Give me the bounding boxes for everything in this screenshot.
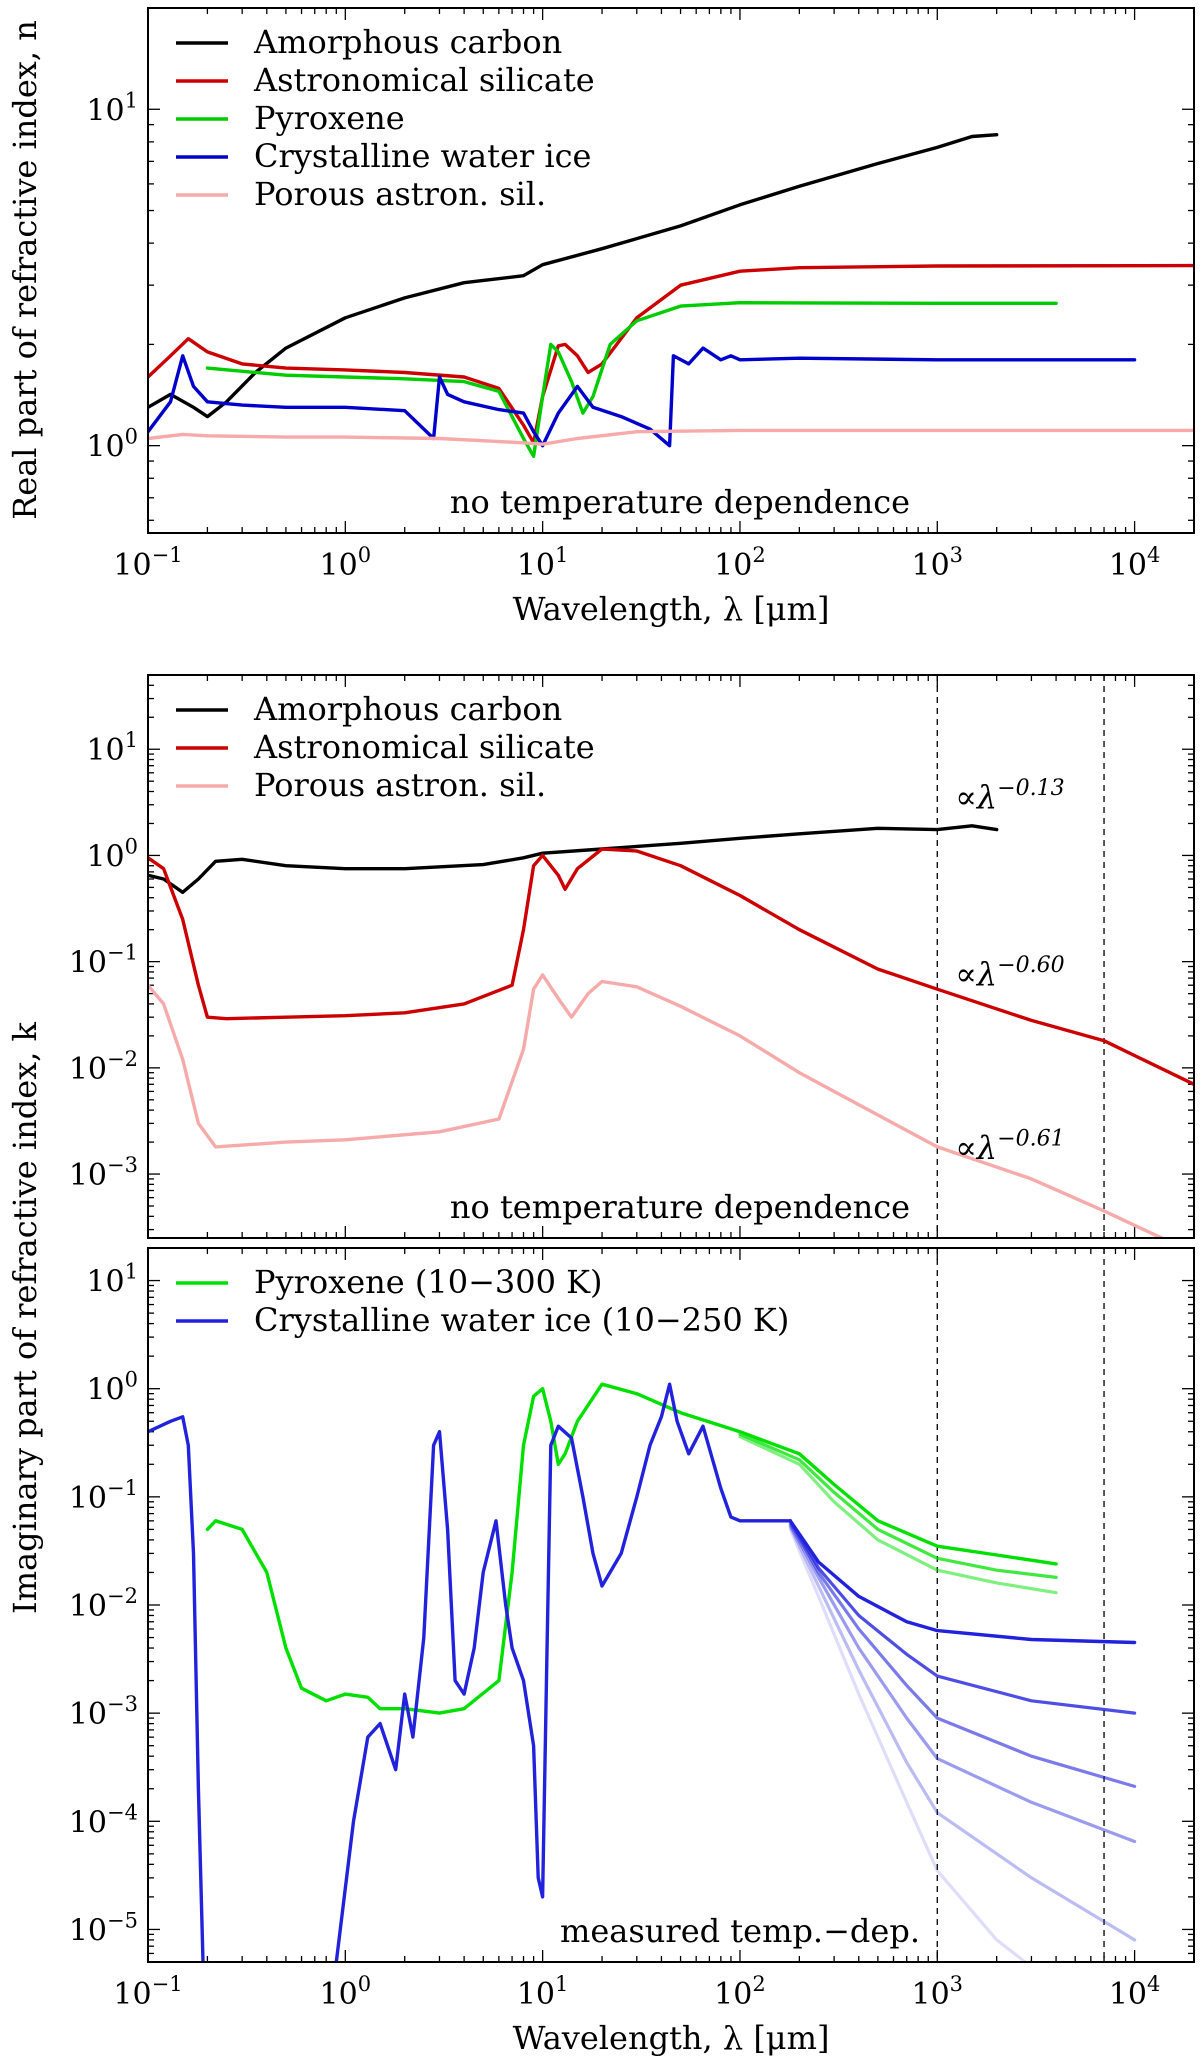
plot-frame [147, 7, 1195, 534]
x-tick-label: 102 [714, 1972, 766, 2012]
y-tick-label: 10−4 [69, 1800, 138, 1840]
temperature-curve-pyroxene [738, 1432, 1058, 1579]
y-tick-label: 101 [86, 728, 138, 768]
x-tick-label: 103 [911, 543, 963, 583]
temperature-curve-pyroxene [738, 1435, 1058, 1595]
legend-label: Astronomical silicate [253, 61, 595, 99]
slope-label: ∝λ−0.60 [955, 953, 1064, 993]
series-line-astronomical-silicate [148, 847, 1194, 1086]
x-tick-label: 104 [1109, 1972, 1161, 2012]
temperature-curve-crystalline-water-ice [788, 1525, 1137, 1942]
series-line-pyroxene-10-300-k- [205, 1382, 1058, 1715]
series-line-crystalline-water-ice-10-250-k- [148, 1415, 205, 1962]
y-tick-label: 100 [86, 425, 138, 465]
annotation-text: measured temp.−dep. [560, 1912, 920, 1950]
x-tick-label: 101 [517, 543, 569, 583]
legend-label: Astronomical silicate [253, 728, 595, 766]
temperature-curve-crystalline-water-ice [788, 1523, 1137, 1844]
legend-label: Crystalline water ice [254, 137, 591, 175]
y-axis-title-real: Real part of refractive index, n [6, 20, 44, 520]
slope-label: ∝λ−0.61 [955, 1127, 1064, 1167]
x-axis-title: Wavelength, λ [μm] [513, 2019, 830, 2056]
panel-bottom: 10−1 100 101 102 103 104 10−5 10−4 10−3 10−2 10−1 1… [69, 1247, 1195, 2056]
y-tick-label: 10−5 [69, 1908, 138, 1948]
legend-label: Amorphous carbon [253, 23, 562, 61]
x-tick-label: 100 [320, 1972, 372, 2012]
plot-frame [147, 674, 1195, 1239]
annotation-text: no temperature dependence [450, 1188, 910, 1226]
temperature-curve-crystalline-water-ice [788, 1520, 1137, 1788]
series-line-crystalline-water-ice-10-250-k-fir [788, 1519, 1137, 1645]
legend-label: Porous astron. sil. [254, 175, 546, 213]
series-line-crystalline-water-ice [148, 346, 1137, 448]
annotation-text: no temperature dependence [450, 483, 910, 521]
series-line-porous-astron-sil- [148, 973, 1166, 1238]
x-tick-label: 10−1 [113, 1972, 182, 2012]
slope-label: ∝λ−0.13 [955, 776, 1064, 816]
x-tick-label: 104 [1109, 543, 1161, 583]
y-tick-label: 10−1 [69, 1476, 138, 1516]
y-tick-label: 10−3 [69, 1153, 138, 1193]
x-axis-title: Wavelength, λ [μm] [513, 590, 830, 628]
y-tick-label: 10−2 [69, 1047, 138, 1087]
y-tick-label: 10−2 [69, 1584, 138, 1624]
y-axis-title-imaginary: Imaginary part of refractive index, k [6, 1021, 44, 1614]
plot-frame [147, 1247, 1195, 1963]
legend-label: Pyroxene [254, 99, 405, 137]
x-tick-label: 10−1 [113, 543, 182, 583]
x-tick-label: 102 [714, 543, 766, 583]
legend-label: Pyroxene (10−300 K) [254, 1263, 603, 1301]
data-curves [148, 133, 1194, 458]
y-tick-label: 101 [86, 1260, 138, 1300]
y-tick-label: 10−1 [69, 941, 138, 981]
series-line-amorphous-carbon [148, 824, 999, 894]
data-curves [148, 1382, 1137, 1962]
y-tick-label: 101 [86, 88, 138, 128]
legend: Pyroxene (10−300 K)Crystalline water ice… [176, 1263, 789, 1339]
x-tick-label: 103 [911, 1972, 963, 2012]
axis-ticks [147, 1247, 1195, 1963]
series-line-amorphous-carbon [148, 133, 999, 419]
y-tick-label: 10−3 [69, 1692, 138, 1732]
legend-label: Porous astron. sil. [254, 766, 546, 804]
data-curves [148, 824, 1194, 1238]
temperature-curve-crystalline-water-ice [788, 1527, 1028, 1962]
panel-top: 10−1 100 101 102 103 104 100 101 Amorphous carbo… [86, 7, 1195, 628]
series-line-pyroxene [205, 301, 1058, 458]
x-tick-label: 100 [320, 543, 372, 583]
legend-label: Amorphous carbon [253, 690, 562, 728]
legend-label: Crystalline water ice (10−250 K) [254, 1301, 789, 1339]
x-tick-label: 101 [517, 1972, 569, 2012]
series-line-crystalline-water-ice-10-250-k-ir [334, 1382, 792, 1962]
panel-middle: 10−3 10−2 10−1 100 101 Amorphous carbonAstron… [69, 674, 1195, 1239]
temperature-curve-crystalline-water-ice [788, 1519, 1137, 1715]
series-line-porous-astron-sil- [148, 428, 1194, 446]
y-tick-label: 100 [86, 1368, 138, 1408]
y-tick-label: 100 [86, 834, 138, 874]
